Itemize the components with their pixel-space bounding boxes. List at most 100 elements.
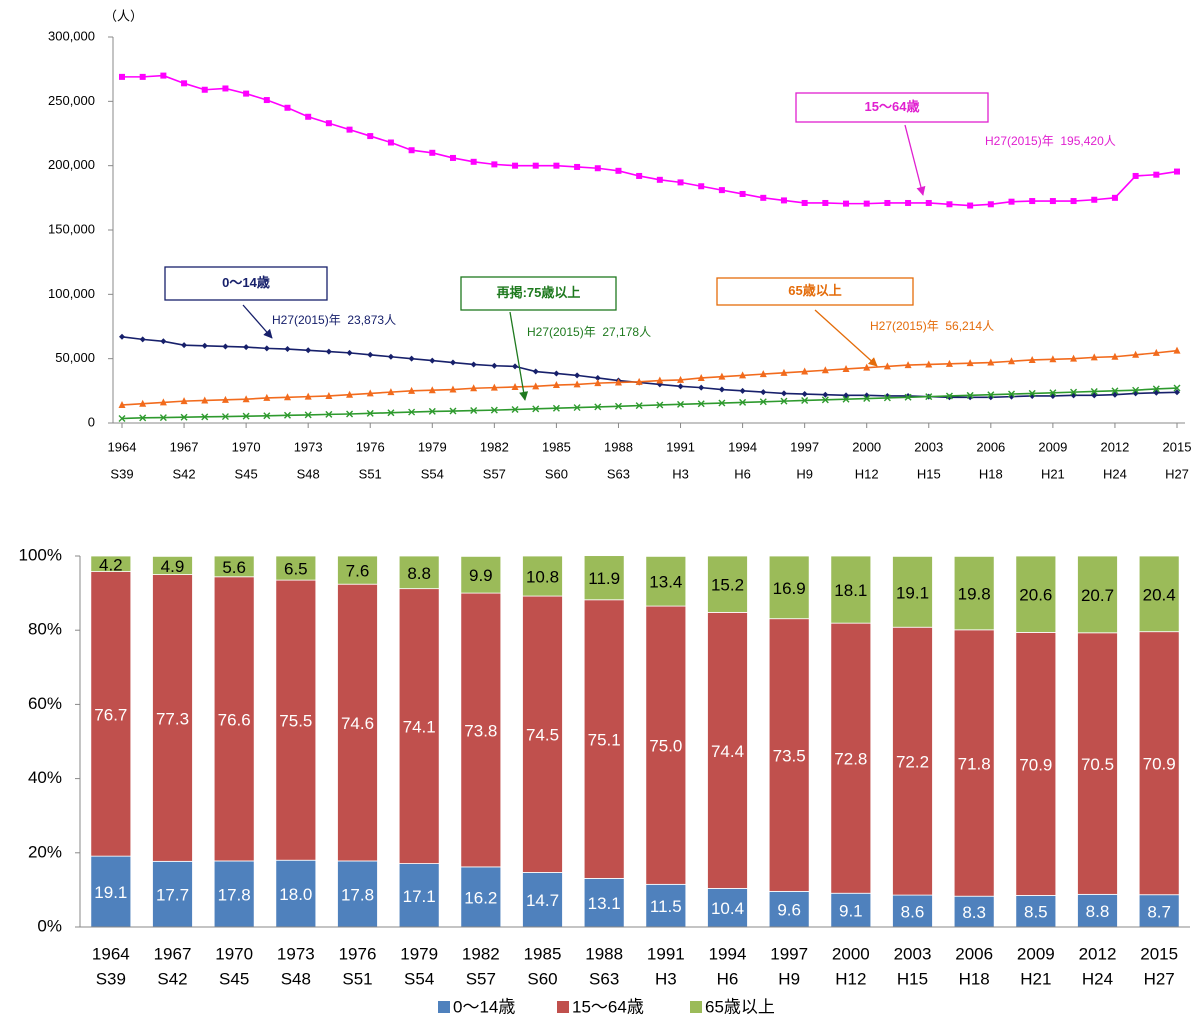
point bbox=[408, 386, 416, 394]
point bbox=[1049, 389, 1057, 397]
value-label: 71.8 bbox=[958, 755, 991, 774]
value-label: 16.2 bbox=[464, 888, 497, 907]
bar-segment bbox=[275, 859, 317, 928]
x-tick-sublabel: H9 bbox=[796, 466, 813, 481]
bar-segment bbox=[398, 588, 440, 864]
bar-segment bbox=[830, 622, 872, 894]
point bbox=[304, 392, 312, 400]
point bbox=[946, 201, 953, 208]
point bbox=[677, 383, 684, 390]
point bbox=[408, 355, 415, 362]
value-label: 20.6 bbox=[1019, 586, 1052, 605]
value-label: 10.4 bbox=[711, 899, 744, 918]
point bbox=[221, 395, 229, 403]
value-label: 8.3 bbox=[962, 903, 986, 922]
point bbox=[904, 361, 912, 369]
point bbox=[1173, 384, 1181, 392]
point bbox=[305, 347, 312, 354]
point bbox=[346, 390, 354, 398]
value-label: 8.6 bbox=[901, 903, 925, 922]
point bbox=[387, 388, 395, 396]
value-label: 17.7 bbox=[156, 886, 189, 905]
bar-segment bbox=[892, 894, 933, 928]
bar-segment bbox=[213, 555, 255, 578]
x-tick-label: 1967 bbox=[170, 439, 199, 454]
annotation-label: 再掲:75歳以上 bbox=[497, 285, 581, 300]
value-label: 72.2 bbox=[896, 753, 929, 772]
x-tick-label: 1967 bbox=[154, 944, 192, 963]
point bbox=[801, 367, 809, 375]
point bbox=[201, 86, 208, 93]
x-tick-sublabel: S48 bbox=[297, 466, 320, 481]
point bbox=[677, 179, 684, 186]
point bbox=[470, 158, 477, 165]
point bbox=[574, 163, 581, 170]
value-label: 20.4 bbox=[1143, 585, 1176, 604]
point bbox=[822, 391, 829, 398]
point bbox=[594, 403, 602, 411]
x-tick-label: 1970 bbox=[215, 944, 253, 963]
value-label: 74.6 bbox=[341, 714, 374, 733]
point bbox=[552, 404, 560, 412]
point bbox=[139, 399, 147, 407]
point bbox=[532, 405, 540, 413]
point bbox=[573, 380, 581, 388]
point bbox=[987, 201, 994, 208]
value-label: 19.1 bbox=[896, 583, 929, 602]
point bbox=[987, 358, 995, 366]
x-tick-sublabel: S42 bbox=[157, 969, 187, 988]
point bbox=[283, 393, 291, 401]
point bbox=[181, 80, 188, 87]
series-line bbox=[122, 74, 1178, 207]
point bbox=[387, 409, 395, 417]
legend-label: 65歳以上 bbox=[705, 997, 775, 1016]
point bbox=[1153, 171, 1160, 178]
point bbox=[677, 400, 685, 408]
point bbox=[470, 361, 477, 368]
x-tick-sublabel: S60 bbox=[527, 969, 557, 988]
value-label: 15.2 bbox=[711, 576, 744, 595]
x-tick-sublabel: H12 bbox=[855, 466, 879, 481]
value-label: 18.1 bbox=[834, 581, 867, 600]
point bbox=[718, 386, 725, 393]
x-tick-sublabel: H27 bbox=[1144, 969, 1175, 988]
point bbox=[1132, 172, 1139, 179]
x-tick-label: 2006 bbox=[976, 439, 1005, 454]
bar-segment bbox=[152, 574, 193, 862]
x-tick-label: 2003 bbox=[894, 944, 932, 963]
point bbox=[925, 393, 933, 401]
y-tick-label: 100,000 bbox=[48, 286, 95, 301]
x-tick-label: 1982 bbox=[462, 944, 500, 963]
bar-segment bbox=[1015, 632, 1057, 896]
point bbox=[1008, 198, 1015, 205]
bar-segment bbox=[953, 629, 995, 897]
point bbox=[863, 363, 871, 371]
point bbox=[884, 199, 891, 206]
value-label: 76.7 bbox=[94, 705, 127, 724]
point bbox=[739, 398, 747, 406]
x-tick-label: 1973 bbox=[277, 944, 315, 963]
y-tick-label: 250,000 bbox=[48, 93, 95, 108]
point bbox=[697, 373, 705, 381]
point bbox=[843, 200, 850, 207]
x-tick-label: 1964 bbox=[92, 944, 130, 963]
value-label: 13.4 bbox=[649, 573, 682, 592]
point bbox=[429, 357, 436, 364]
bar-segment bbox=[1138, 894, 1180, 928]
point bbox=[822, 199, 829, 206]
bar-segment bbox=[90, 555, 132, 572]
point bbox=[1090, 387, 1098, 395]
value-label: 74.5 bbox=[526, 726, 559, 745]
point bbox=[387, 139, 394, 146]
point bbox=[1070, 388, 1078, 396]
point bbox=[119, 73, 125, 80]
bar-segment bbox=[460, 555, 502, 594]
bar-segment bbox=[707, 888, 748, 928]
point bbox=[1152, 385, 1160, 393]
point bbox=[966, 391, 974, 399]
point bbox=[325, 348, 332, 355]
point bbox=[574, 372, 581, 379]
bar-segment bbox=[953, 555, 995, 631]
point bbox=[780, 390, 787, 397]
x-tick-label: 2015 bbox=[1140, 944, 1178, 963]
